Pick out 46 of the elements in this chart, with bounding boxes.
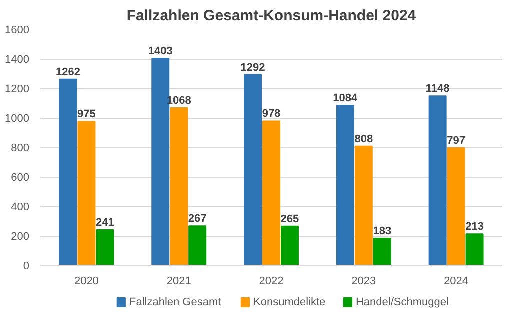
legend-label: Handel/Schmuggel bbox=[356, 296, 449, 308]
y-tick-label: 1200 bbox=[5, 84, 30, 96]
bar bbox=[188, 226, 207, 266]
bar bbox=[466, 234, 484, 266]
y-tick-label: 0 bbox=[23, 260, 30, 272]
data-label: 213 bbox=[466, 221, 484, 234]
bar bbox=[280, 226, 299, 266]
bar bbox=[96, 229, 114, 266]
x-tick-label: 2024 bbox=[444, 276, 469, 288]
y-tick-label: 1000 bbox=[5, 113, 30, 125]
data-label: 265 bbox=[280, 213, 300, 226]
y-tick-label: 800 bbox=[11, 142, 30, 154]
bar bbox=[262, 120, 280, 266]
y-tick-label: 1600 bbox=[5, 24, 30, 36]
y-tick-label: 1400 bbox=[5, 54, 30, 66]
data-label: 183 bbox=[373, 226, 392, 238]
data-label: 808 bbox=[354, 133, 374, 146]
bar bbox=[354, 146, 373, 266]
x-tick-label: 2020 bbox=[74, 276, 99, 288]
x-tick-label: 2022 bbox=[259, 276, 284, 288]
y-tick-label: 600 bbox=[11, 172, 30, 184]
data-label: 1403 bbox=[148, 46, 173, 58]
data-label: 978 bbox=[262, 108, 281, 120]
data-label: 241 bbox=[96, 216, 114, 229]
data-label: 1084 bbox=[333, 92, 359, 105]
bar bbox=[373, 238, 392, 266]
y-tick-label: 200 bbox=[11, 231, 30, 243]
data-label: 267 bbox=[188, 213, 207, 226]
x-tick-label: 2021 bbox=[166, 276, 192, 288]
data-label: 1262 bbox=[56, 66, 80, 78]
bar bbox=[170, 107, 188, 266]
bar bbox=[78, 121, 96, 266]
bar bbox=[428, 96, 447, 266]
chart-title: Fallzahlen Gesamt-Konsum-Handel 2024 bbox=[126, 8, 417, 24]
bar bbox=[59, 78, 78, 266]
data-label: 1292 bbox=[240, 62, 266, 74]
bar bbox=[336, 105, 354, 266]
legend-label: Fallzahlen Gesamt bbox=[129, 296, 222, 308]
y-tick-label: 400 bbox=[11, 202, 30, 214]
bar bbox=[447, 147, 466, 266]
data-label: 797 bbox=[447, 134, 466, 147]
x-tick-label: 2023 bbox=[352, 276, 376, 288]
bar bbox=[244, 74, 262, 266]
data-label: 975 bbox=[78, 108, 96, 121]
legend-label: Konsumdelikte bbox=[254, 296, 326, 308]
data-label: 1148 bbox=[426, 83, 450, 96]
